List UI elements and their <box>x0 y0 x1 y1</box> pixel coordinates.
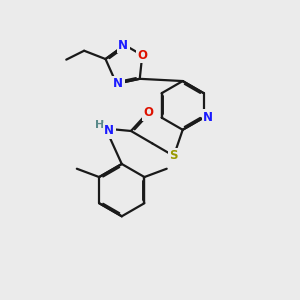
Text: S: S <box>169 149 178 162</box>
Text: H: H <box>94 120 104 130</box>
Text: N: N <box>104 124 114 137</box>
Text: N: N <box>203 111 213 124</box>
Text: N: N <box>113 77 123 90</box>
Text: O: O <box>137 49 147 62</box>
Text: O: O <box>144 106 154 119</box>
Text: N: N <box>118 39 128 52</box>
